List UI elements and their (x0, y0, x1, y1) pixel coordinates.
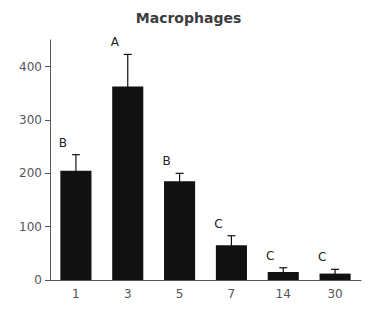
svg-text:1: 1 (72, 287, 80, 301)
svg-text:200: 200 (19, 166, 42, 180)
svg-text:0: 0 (34, 273, 42, 287)
svg-text:400: 400 (19, 60, 42, 74)
svg-text:5: 5 (176, 287, 184, 301)
svg-text:C: C (266, 249, 274, 263)
svg-text:7: 7 (228, 287, 236, 301)
svg-text:Macrophages: Macrophages (136, 10, 242, 26)
svg-text:30: 30 (327, 287, 342, 301)
svg-text:B: B (59, 136, 67, 150)
svg-text:C: C (214, 217, 222, 231)
svg-text:C: C (318, 250, 326, 264)
svg-text:B: B (163, 154, 171, 168)
svg-text:14: 14 (276, 287, 291, 301)
svg-text:100: 100 (19, 220, 42, 234)
svg-text:3: 3 (124, 287, 132, 301)
svg-text:300: 300 (19, 113, 42, 127)
svg-text:A: A (111, 35, 120, 49)
